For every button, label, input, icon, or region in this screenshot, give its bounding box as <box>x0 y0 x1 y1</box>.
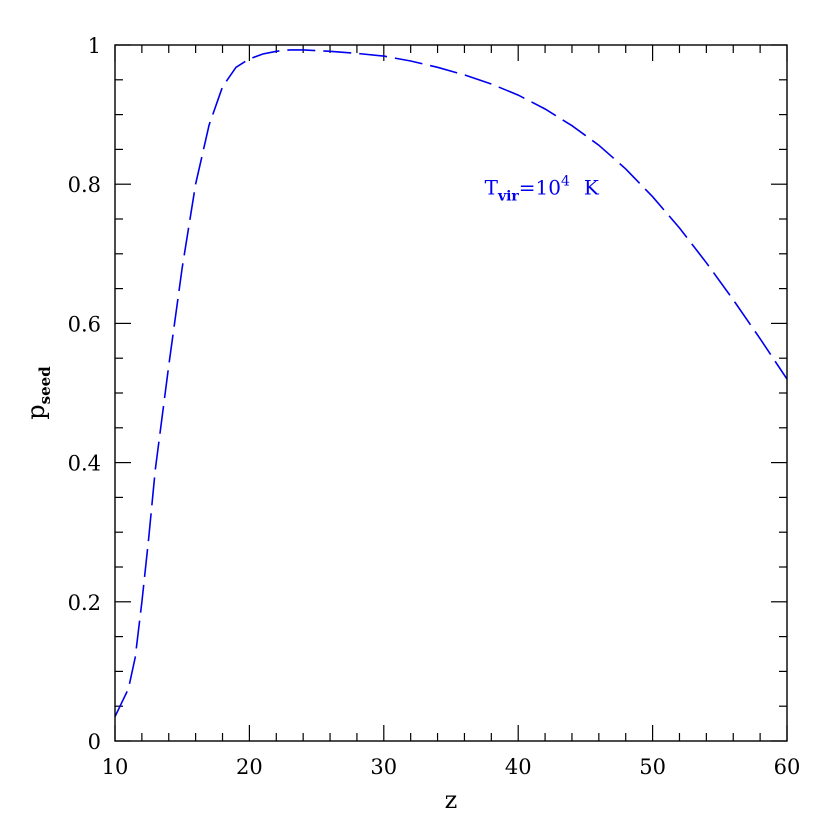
plot-frame <box>114 44 788 742</box>
series-line <box>114 49 788 717</box>
y-tick-label: 0.2 <box>68 591 101 615</box>
x-tick-label: 30 <box>370 755 397 779</box>
x-axis-title: z <box>445 786 458 814</box>
y-tick-label: 0.8 <box>68 173 101 197</box>
y-axis-title: pseed <box>22 366 54 420</box>
x-tick-label: 20 <box>236 755 263 779</box>
x-tick-label: 50 <box>639 755 666 779</box>
axis-ticks <box>114 44 788 742</box>
x-tick-label: 40 <box>505 755 532 779</box>
series-layer <box>114 49 788 717</box>
annotation-main: T <box>485 176 499 200</box>
y-tick-label: 0 <box>88 730 101 754</box>
annotation-sub: vir <box>497 189 519 205</box>
x-tick-label: 60 <box>774 755 801 779</box>
y-axis-title-main: p <box>22 404 50 419</box>
annotation-unit: K <box>584 176 600 200</box>
tick-labels: 10 20 30 40 50 60 0 0.2 0.4 0.6 0.8 1 <box>68 34 801 779</box>
x-tick-label: 10 <box>102 755 129 779</box>
y-tick-label: 0.6 <box>68 312 101 336</box>
svg-text:pseed: pseed <box>22 366 54 420</box>
annotation-rest: =10 <box>519 176 561 200</box>
y-tick-label: 0.4 <box>68 452 101 476</box>
series-annotation: Tvir=104 K <box>485 174 600 205</box>
annotation-sup: 4 <box>561 174 570 190</box>
y-axis-title-sub: seed <box>36 366 54 405</box>
y-tick-label: 1 <box>88 34 101 58</box>
